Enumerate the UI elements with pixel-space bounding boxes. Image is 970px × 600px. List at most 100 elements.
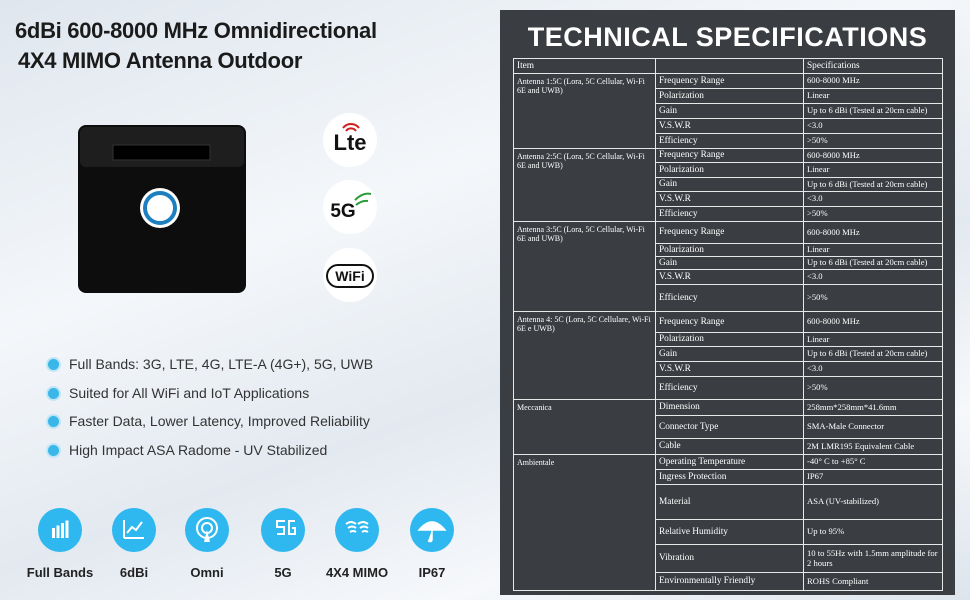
spec-value: ASA (UV-stabilized) <box>803 484 943 520</box>
wifi-outline <box>326 264 374 288</box>
icon-glyph <box>357 521 369 525</box>
spec-param: Material <box>655 484 804 520</box>
spec-param: Polarization <box>655 88 804 104</box>
product-title: 4X4 MIMO Antenna Outdoor <box>18 48 303 73</box>
spec-param: Cable <box>655 438 804 455</box>
spec-value: <3.0 <box>803 191 943 207</box>
5g-waves <box>354 192 372 206</box>
spec-param: V.S.W.R <box>655 118 804 134</box>
icon-glyph <box>361 530 369 533</box>
spec-value: 600-8000 MHz <box>803 148 943 163</box>
spec-value: 2M LMR195 Equivalent Cable <box>803 438 943 455</box>
icon-glyph <box>417 521 447 543</box>
spec-title: TECHNICAL SPECIFICATIONS <box>527 22 928 52</box>
spec-value: >50% <box>803 133 943 149</box>
spec-param: Gain <box>655 177 804 192</box>
spec-value: <3.0 <box>803 118 943 134</box>
feature-label: 6dBi <box>119 565 149 580</box>
table-header: Item <box>513 58 656 74</box>
spec-value: -40° C to +85° C <box>803 454 943 470</box>
spec-value: SMA-Male Connector <box>803 415 943 439</box>
spec-value: Linear <box>803 162 943 178</box>
icon-glyph <box>345 521 357 525</box>
feature-label: 5G <box>274 565 292 580</box>
feature-icon <box>335 508 379 552</box>
lte-waves <box>342 123 360 132</box>
icon-glyph <box>276 520 296 535</box>
feature-label: IP67 <box>418 565 446 580</box>
spec-param: Frequency Range <box>655 148 804 163</box>
product-title: 6dBi 600-8000 MHz Omnidirectional <box>15 18 377 43</box>
table-header: Specifications <box>803 58 943 74</box>
spec-value: Up to 6 dBi (Tested at 20cm cable) <box>803 103 943 119</box>
device-slot <box>112 144 211 161</box>
spec-value: >50% <box>803 376 943 400</box>
spec-value: Up to 6 dBi (Tested at 20cm cable) <box>803 177 943 192</box>
feature-icon <box>38 508 82 552</box>
icon-glyph <box>123 520 144 539</box>
spec-value: <3.0 <box>803 269 943 285</box>
spec-param: Dimension <box>655 399 804 416</box>
spec-value: Linear <box>803 88 943 104</box>
device-logo-ring <box>143 191 177 225</box>
feature-label: 4X4 MIMO <box>325 565 389 580</box>
badge-circle <box>323 248 377 302</box>
spec-param: Connector Type <box>655 415 804 439</box>
badge-label: 5G <box>330 201 355 222</box>
feature-bullet: Faster Data, Lower Latency, Improved Rel… <box>48 413 370 429</box>
illustrations: Lte 5G WiFi <box>38 113 454 552</box>
spec-value: >50% <box>803 206 943 222</box>
badge-circle <box>323 113 377 167</box>
spec-param: Gain <box>655 346 804 362</box>
spec-value: 600-8000 MHz <box>803 311 943 333</box>
spec-param: V.S.W.R <box>655 269 804 285</box>
icon-glyph <box>204 530 210 542</box>
spec-value: 10 to 55Hz with 1.5mm amplitude for 2 ho… <box>803 544 943 573</box>
spec-panel: TECHNICAL SPECIFICATIONS Item Specificati… <box>500 10 955 595</box>
spec-param: Polarization <box>655 332 804 347</box>
spec-param: Frequency Range <box>655 221 804 244</box>
feature-bullet: High Impact ASA Radome - UV Stabilized <box>48 442 327 458</box>
spec-value: Linear <box>803 243 943 257</box>
icon-glyph <box>359 525 369 529</box>
icon-glyph <box>56 525 60 538</box>
badge-label: Lte <box>334 130 367 155</box>
spec-value: 258mm*258mm*41.6mm <box>803 399 943 416</box>
spec-value: Linear <box>803 332 943 347</box>
spec-param: V.S.W.R <box>655 361 804 377</box>
group-name: Antenna 3:5C (Lora, 5C Cellular, Wi-Fi 6… <box>513 221 656 312</box>
icon-glyph <box>347 525 357 529</box>
spec-param: Efficiency <box>655 376 804 400</box>
spec-param: Environmentally Friendly <box>655 572 804 591</box>
table-header <box>655 58 804 74</box>
spec-param: Relative Humidity <box>655 519 804 545</box>
spec-value: IP67 <box>803 469 943 485</box>
spec-value: 600-8000 MHz <box>803 221 943 244</box>
spec-param: Ingress Protection <box>655 469 804 485</box>
spec-value: >50% <box>803 284 943 312</box>
spec-param: Operating Temperature <box>655 454 804 470</box>
icon-glyph <box>65 520 69 538</box>
spec-param: Efficiency <box>655 133 804 149</box>
group-name: Antenna 4: 5C (Lora, 5C Cellulare, Wi-Fi… <box>513 311 656 400</box>
group-name: Ambientale <box>513 454 656 591</box>
spec-param: Efficiency <box>655 284 804 312</box>
group-name: Antenna 1:5C (Lora, 5C Cellular, Wi-Fi 6… <box>513 73 656 149</box>
spec-param: V.S.W.R <box>655 191 804 207</box>
spec-value: Up to 95% <box>803 519 943 545</box>
spec-param: Polarization <box>655 243 804 257</box>
spec-value: <3.0 <box>803 361 943 377</box>
feature-bullet: Suited for All WiFi and IoT Applications <box>48 385 309 401</box>
feature-label: Omni <box>190 565 224 580</box>
spec-param: Frequency Range <box>655 311 804 333</box>
feature-icon <box>112 508 156 552</box>
group-name: Antenna 2:5C (Lora, 5C Cellular, Wi-Fi 6… <box>513 148 656 222</box>
spec-param: Vibration <box>655 544 804 573</box>
icon-glyph <box>52 528 55 538</box>
icon-glyph <box>61 523 64 538</box>
spec-param: Gain <box>655 256 804 270</box>
spec-value: Up to 6 dBi (Tested at 20cm cable) <box>803 256 943 270</box>
spec-value: 600-8000 MHz <box>803 73 943 89</box>
spec-value: ROHS Compliant <box>803 572 943 591</box>
